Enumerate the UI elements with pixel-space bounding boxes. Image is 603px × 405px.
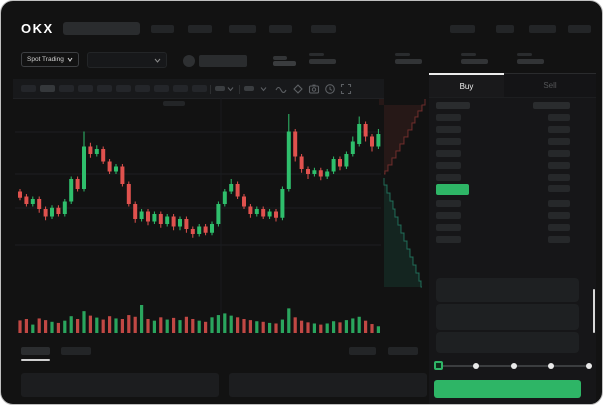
ticker-stat-label-placeholder	[395, 53, 410, 56]
orderbook-row[interactable]	[436, 162, 461, 169]
timeframe-pill[interactable]	[97, 85, 112, 92]
slider-stop-dot[interactable]	[586, 363, 592, 369]
market-type-label: Spot Trading	[27, 56, 64, 63]
timeframe-pill[interactable]	[78, 85, 93, 92]
fullscreen-icon[interactable]	[340, 83, 352, 95]
bottom-panel-placeholder	[21, 373, 219, 397]
nav-item[interactable]	[269, 25, 292, 33]
orderbook-header-placeholder	[436, 102, 470, 109]
orderbook-row[interactable]	[436, 150, 461, 157]
orderbook-row[interactable]	[436, 126, 461, 133]
order-form-field[interactable]	[436, 278, 579, 302]
depth-chart	[379, 99, 426, 288]
orderbook-row[interactable]	[436, 114, 461, 121]
header-button-placeholder[interactable]	[199, 55, 247, 67]
balance-line-placeholder	[273, 56, 287, 60]
sell-tab-label: Sell	[543, 81, 557, 90]
okx-logo[interactable]: OKX	[21, 21, 54, 36]
bottom-action-placeholder[interactable]	[349, 347, 376, 355]
ticker-stat-value-placeholder	[309, 59, 336, 64]
orderbook-row[interactable]	[436, 212, 461, 219]
bottom-tab[interactable]	[61, 347, 91, 355]
order-panel: Buy Sell	[429, 73, 596, 404]
bottom-tab-active[interactable]	[21, 347, 50, 355]
market-type-selector[interactable]: Spot Trading	[21, 52, 79, 67]
chart-setting-placeholder[interactable]	[244, 86, 254, 91]
slider-stop-dot[interactable]	[548, 363, 555, 369]
toolbar-divider	[239, 85, 240, 94]
bottom-tab-underline	[21, 359, 50, 361]
bottom-panel-placeholder	[229, 373, 427, 397]
timeframe-pill[interactable]	[21, 85, 36, 92]
pair-selector-dropdown[interactable]	[87, 52, 167, 68]
chart-type-icon[interactable]	[275, 83, 287, 95]
timeframe-pill[interactable]	[173, 85, 188, 92]
timeframe-pill[interactable]	[154, 85, 169, 92]
orderbook-row[interactable]	[548, 138, 570, 145]
nav-item[interactable]	[151, 25, 174, 33]
avatar[interactable]	[183, 55, 195, 67]
orderbook-row[interactable]	[436, 138, 461, 145]
timeframe-pill[interactable]	[135, 85, 150, 92]
ticker-stat-label-placeholder	[309, 53, 324, 56]
candlestick-chart[interactable]	[13, 97, 383, 341]
chevron-down-icon	[67, 57, 73, 62]
slider-handle[interactable]	[433, 361, 443, 370]
orderbook-row[interactable]	[548, 200, 570, 207]
alert-icon[interactable]	[324, 83, 336, 95]
balance-line-placeholder	[273, 61, 296, 66]
orderbook-row[interactable]	[548, 126, 570, 133]
chart-setting-placeholder[interactable]	[215, 86, 225, 91]
order-form-field[interactable]	[436, 304, 579, 330]
orderbook-row[interactable]	[548, 114, 570, 121]
orderbook-row[interactable]	[548, 224, 570, 231]
ticker-stat-value-placeholder	[461, 59, 488, 64]
orderbook-row[interactable]	[436, 200, 461, 207]
order-form-field[interactable]	[436, 332, 579, 353]
orderbook-row[interactable]	[548, 212, 570, 219]
chevron-down-icon[interactable]	[260, 86, 267, 92]
orderbook-row[interactable]	[548, 162, 570, 169]
ticker-stat-value-placeholder	[395, 59, 422, 64]
bottom-action-placeholder[interactable]	[388, 347, 418, 355]
timeframe-pill[interactable]	[192, 85, 207, 92]
screenshot-icon[interactable]	[308, 83, 320, 95]
search-input[interactable]	[63, 22, 140, 35]
timeframe-pill[interactable]	[40, 85, 55, 92]
slider-stop-dot[interactable]	[510, 363, 517, 369]
orderbook-row[interactable]	[548, 185, 570, 192]
panel-scrollbar[interactable]	[593, 289, 595, 333]
nav-item[interactable]	[529, 25, 556, 33]
toolbar-divider	[210, 85, 211, 94]
orderbook-row[interactable]	[548, 174, 570, 181]
orderbook-header-placeholder	[533, 102, 570, 109]
orderbook-row[interactable]	[436, 236, 461, 243]
chevron-down-icon[interactable]	[227, 86, 234, 92]
chevron-down-icon	[154, 58, 161, 63]
orderbook-row[interactable]	[548, 150, 570, 157]
buy-tab-label: Buy	[459, 82, 474, 91]
sell-tab[interactable]: Sell	[504, 73, 596, 97]
nav-item[interactable]	[188, 25, 212, 33]
buy-tab[interactable]: Buy	[429, 73, 504, 97]
current-price-bar[interactable]	[436, 184, 469, 195]
ticker-stat-label-placeholder	[461, 53, 476, 56]
orderbook-row[interactable]	[436, 224, 461, 231]
timeframe-pill[interactable]	[59, 85, 74, 92]
indicators-icon[interactable]	[292, 83, 304, 95]
timeframe-pill[interactable]	[116, 85, 131, 92]
orderbook-row[interactable]	[436, 174, 461, 181]
nav-item[interactable]	[450, 25, 475, 33]
nav-item[interactable]	[311, 25, 336, 33]
buy-button[interactable]	[434, 380, 581, 398]
nav-item[interactable]	[568, 25, 591, 33]
nav-item[interactable]	[496, 25, 514, 33]
slider-stop-dot[interactable]	[472, 363, 479, 369]
nav-item[interactable]	[229, 25, 256, 33]
ticker-stat-value-placeholder	[517, 59, 544, 64]
orderbook-row[interactable]	[548, 236, 570, 243]
chart-legend-placeholder	[163, 101, 185, 106]
ticker-stat-label-placeholder	[517, 53, 532, 56]
